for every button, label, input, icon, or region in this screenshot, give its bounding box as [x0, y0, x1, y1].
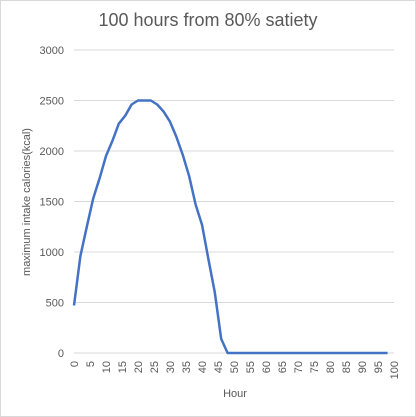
x-tick-label: 85 — [341, 361, 353, 373]
x-tick-label: 70 — [293, 361, 305, 373]
y-tick-label: 2000 — [40, 146, 64, 158]
x-tick-label: 100 — [389, 361, 401, 379]
x-tick-label: 90 — [357, 361, 369, 373]
y-tick-label: 2500 — [40, 96, 64, 108]
y-axis-label: maximum intake calories(kcal) — [21, 128, 33, 276]
chart-title: 100 hours from 80% satiety — [98, 10, 318, 30]
y-tick-label: 0 — [58, 348, 64, 360]
x-axis-label: Hour — [223, 388, 247, 400]
x-tick-label: 65 — [277, 361, 289, 373]
x-tick-label: 75 — [309, 361, 321, 373]
x-tick-label: 35 — [181, 361, 193, 373]
x-tick-label: 40 — [197, 361, 209, 373]
x-tick-label: 10 — [101, 361, 113, 373]
x-tick-label: 45 — [213, 361, 225, 373]
x-tick-label: 20 — [133, 361, 145, 373]
x-tick-label: 95 — [373, 361, 385, 373]
y-tick-label: 1000 — [40, 247, 64, 259]
x-tick-label: 30 — [165, 361, 177, 373]
x-tick-label: 0 — [69, 361, 81, 367]
x-tick-label: 80 — [325, 361, 337, 373]
x-tick-label: 25 — [149, 361, 161, 373]
y-tick-label: 3000 — [40, 45, 64, 57]
x-tick-label: 5 — [85, 361, 97, 367]
x-tick-label: 15 — [117, 361, 129, 373]
x-tick-label: 50 — [229, 361, 241, 373]
y-tick-label: 500 — [46, 298, 64, 310]
y-tick-label: 1500 — [40, 197, 64, 209]
x-tick-label: 60 — [261, 361, 273, 373]
series-line — [72, 99, 388, 355]
x-tick-label: 55 — [245, 361, 257, 373]
